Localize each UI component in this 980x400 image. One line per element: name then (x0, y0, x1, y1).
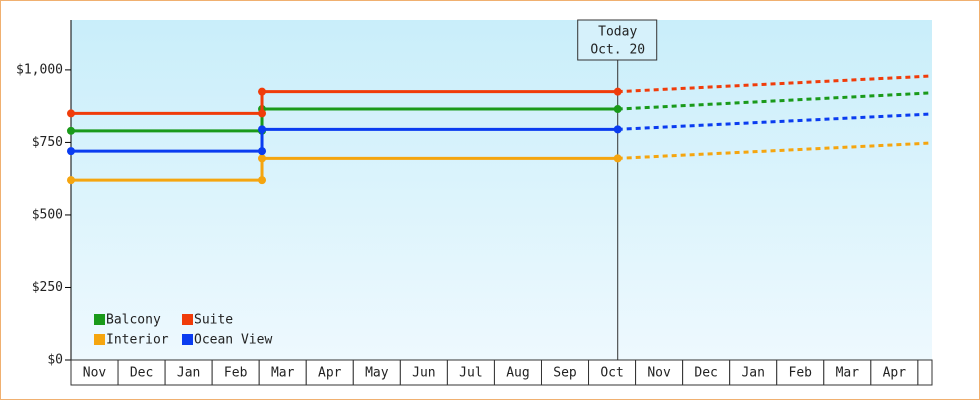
y-tick-label: $500 (32, 207, 63, 222)
x-tick-label: Feb (789, 366, 813, 381)
point (67, 176, 75, 185)
legend-swatch (94, 334, 105, 345)
point (613, 105, 622, 114)
x-tick-label: May (365, 366, 389, 381)
point (67, 109, 75, 118)
point (613, 125, 622, 134)
legend-label: Interior (106, 333, 169, 348)
forecast-line (617, 91, 933, 111)
point (613, 87, 622, 96)
today-label: Today (598, 25, 637, 40)
point (613, 154, 622, 163)
point (67, 126, 75, 135)
forecast-line (617, 112, 933, 131)
point (258, 147, 267, 156)
month-cell (493, 359, 542, 386)
x-tick-label: Nov (83, 366, 107, 381)
series-line (71, 156, 618, 182)
month-cell (258, 359, 307, 386)
series-line (71, 107, 618, 133)
month-cell (211, 359, 260, 386)
x-tick-label: Dec (130, 366, 153, 381)
month-cell (70, 359, 119, 386)
month-cell (399, 359, 448, 386)
series-line (71, 90, 618, 115)
today-box (577, 19, 658, 61)
x-tick-label: Dec (694, 366, 717, 381)
y-tick-label: $750 (32, 135, 63, 150)
month-cell (776, 359, 825, 386)
month-cell (917, 359, 933, 386)
month-cell (870, 359, 919, 386)
month-cell (588, 359, 637, 386)
x-tick-label: Jan (177, 366, 200, 381)
series-line (71, 127, 618, 153)
x-tick-label: Feb (224, 366, 248, 381)
point (258, 109, 267, 118)
x-tick-label: Jun (412, 366, 435, 381)
legend-swatch (182, 334, 193, 345)
x-tick-label: Oct (600, 366, 623, 381)
point (258, 87, 267, 96)
point (67, 147, 75, 156)
legend-swatch (94, 314, 105, 325)
forecast-line (617, 141, 933, 160)
x-tick-label: Nov (647, 366, 671, 381)
month-cell (164, 359, 213, 386)
x-tick-label: Jan (741, 366, 764, 381)
legend-label: Suite (194, 313, 233, 328)
x-tick-label: Apr (883, 366, 907, 381)
y-tick-label: $1,000 (16, 62, 63, 77)
month-cell (117, 359, 166, 386)
point (258, 176, 267, 185)
x-tick-label: Apr (318, 366, 342, 381)
today-date: Oct. 20 (590, 43, 645, 58)
month-cell (729, 359, 778, 386)
point (258, 125, 267, 134)
month-cell (635, 359, 684, 386)
plot-area (71, 20, 932, 360)
point (258, 154, 267, 163)
x-tick-label: Mar (836, 366, 860, 381)
x-tick-label: Aug (506, 366, 529, 381)
x-tick-label: Mar (271, 366, 295, 381)
legend-swatch (182, 314, 193, 325)
forecast-line (617, 74, 933, 94)
legend-label: Ocean View (194, 333, 272, 348)
x-tick-label: Sep (553, 366, 577, 381)
legend-label: Balcony (106, 313, 161, 328)
y-tick-label: $0 (47, 353, 63, 368)
y-tick-label: $250 (32, 280, 63, 295)
x-tick-label: Jul (459, 366, 482, 381)
